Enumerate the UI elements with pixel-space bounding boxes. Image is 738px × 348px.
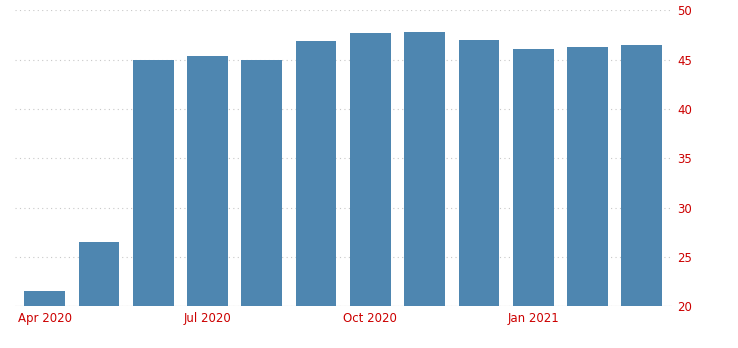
Bar <box>296 41 337 348</box>
Bar <box>513 49 554 348</box>
Bar <box>24 292 65 348</box>
Bar <box>133 60 173 348</box>
Bar <box>404 32 445 348</box>
Bar <box>78 242 120 348</box>
Bar <box>187 56 228 348</box>
Bar <box>241 60 282 348</box>
Bar <box>458 40 499 348</box>
Bar <box>621 45 662 348</box>
Bar <box>567 47 608 348</box>
Bar <box>350 33 390 348</box>
